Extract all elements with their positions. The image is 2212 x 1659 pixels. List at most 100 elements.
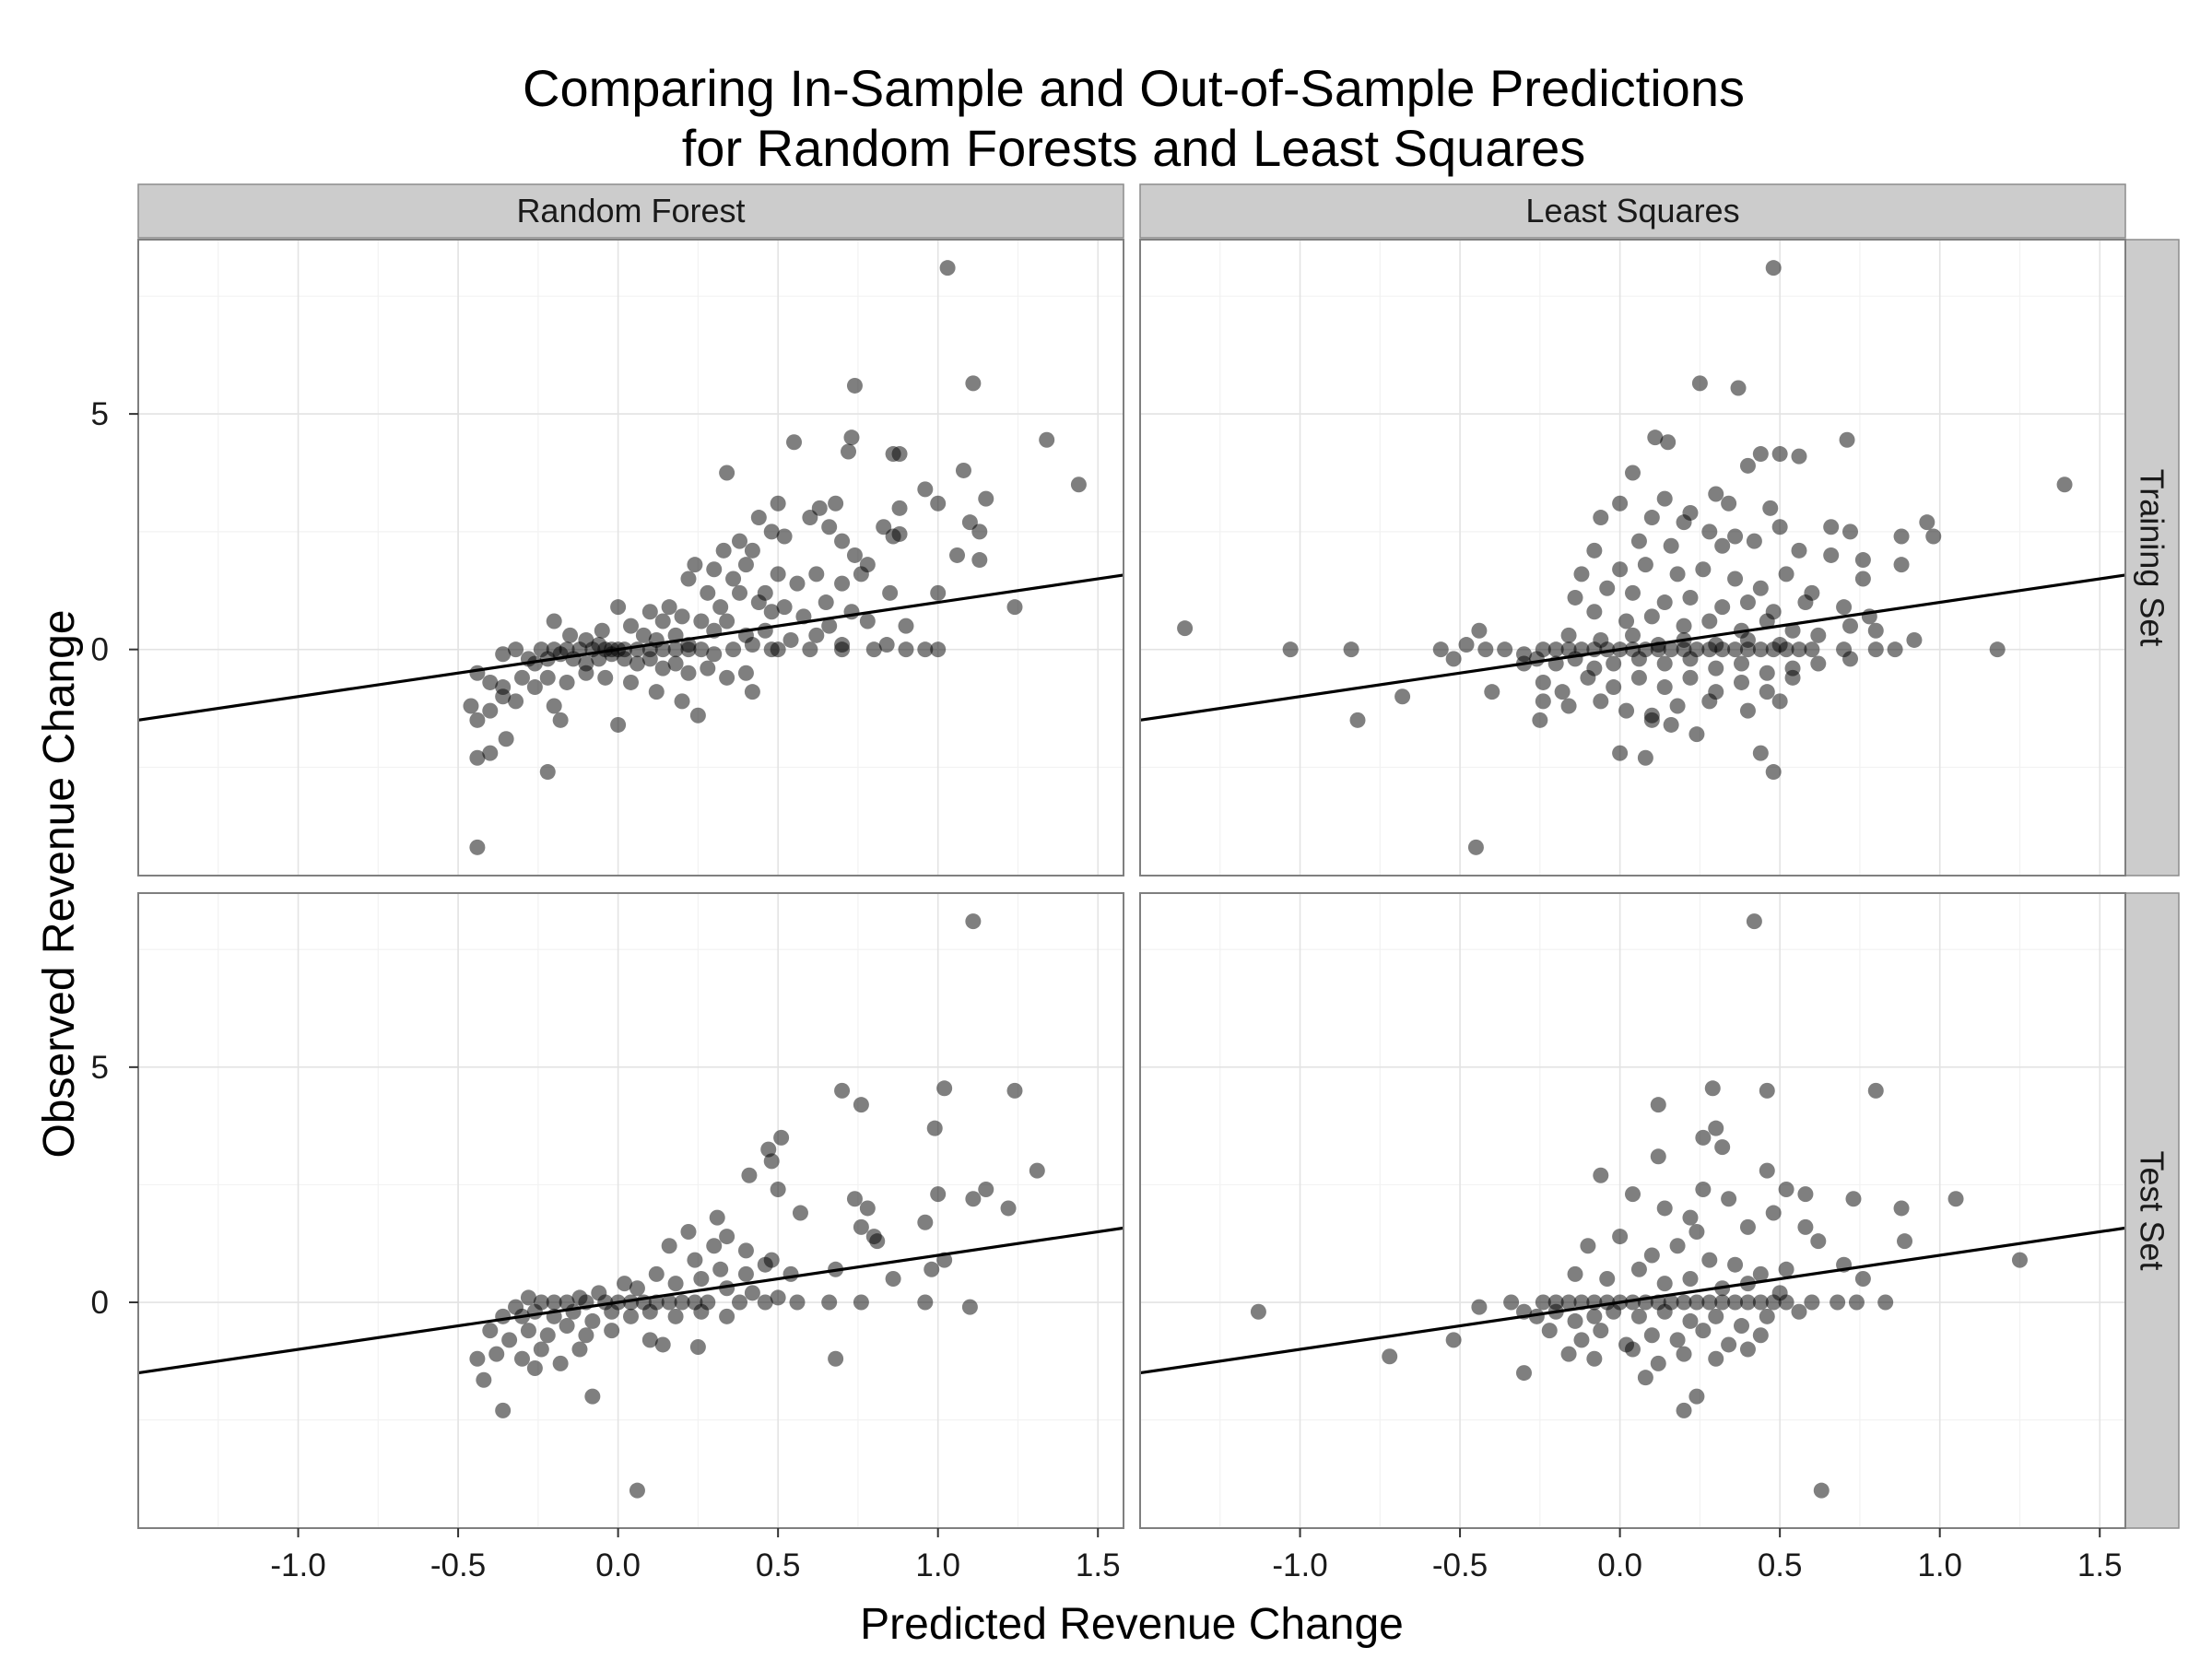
data-point-least-squares-training-set — [1854, 571, 1871, 587]
data-point-least-squares-test-set — [1688, 1388, 1705, 1405]
data-point-random-forest-training-set — [808, 566, 825, 582]
data-point-random-forest-training-set — [482, 674, 499, 690]
data-point-least-squares-training-set — [1547, 641, 1564, 658]
data-point-random-forest-training-set — [617, 651, 633, 667]
data-point-random-forest-training-set — [859, 613, 876, 629]
data-point-random-forest-test-set — [719, 1229, 735, 1245]
data-point-least-squares-training-set — [1612, 561, 1629, 578]
data-point-least-squares-training-set — [1580, 669, 1596, 686]
data-point-least-squares-test-set — [1586, 1350, 1603, 1367]
panel-background — [1140, 893, 2125, 1528]
data-point-random-forest-test-set — [629, 1482, 645, 1499]
chart-title-line-2: for Random Forests and Least Squares — [682, 119, 1586, 177]
data-point-random-forest-training-set — [732, 584, 748, 601]
data-point-random-forest-training-set — [971, 524, 988, 540]
data-point-random-forest-test-set — [712, 1261, 729, 1277]
data-point-least-squares-training-set — [1630, 669, 1647, 686]
data-point-least-squares-training-set — [1765, 641, 1782, 658]
data-point-random-forest-training-set — [635, 627, 652, 643]
data-point-least-squares-training-set — [1752, 580, 1769, 596]
y-axis-training: 05 — [91, 396, 138, 668]
x-axis-least-squares: -1.0 -0.5 0.0 0.5 1.0 1.5 — [1272, 1528, 2123, 1583]
data-point-random-forest-training-set — [469, 665, 486, 681]
data-point-random-forest-training-set — [961, 514, 978, 531]
data-point-random-forest-training-set — [654, 660, 671, 677]
data-point-least-squares-training-set — [1925, 528, 1942, 545]
data-point-random-forest-test-set — [821, 1294, 838, 1311]
data-point-random-forest-test-set — [533, 1341, 549, 1358]
x-tick-label: -1.0 — [270, 1547, 325, 1583]
data-point-least-squares-test-set — [1759, 1082, 1775, 1099]
data-point-least-squares-training-set — [1643, 712, 1660, 728]
data-point-least-squares-test-set — [1560, 1294, 1577, 1311]
data-point-random-forest-test-set — [978, 1182, 994, 1198]
data-point-random-forest-test-set — [584, 1388, 601, 1405]
data-point-least-squares-test-set — [1797, 1218, 1814, 1235]
data-point-least-squares-test-set — [1593, 1323, 1609, 1339]
data-point-least-squares-test-set — [1515, 1365, 1532, 1382]
data-point-least-squares-training-set — [1739, 457, 1756, 474]
data-point-random-forest-test-set — [846, 1191, 863, 1207]
data-point-random-forest-training-set — [469, 839, 486, 855]
data-point-least-squares-training-set — [1497, 641, 1513, 658]
data-point-least-squares-training-set — [1282, 641, 1299, 658]
data-point-least-squares-training-set — [1630, 651, 1647, 667]
panel-border — [137, 239, 1124, 877]
data-point-random-forest-training-set — [876, 519, 892, 535]
x-tick-label: 0.5 — [1758, 1547, 1803, 1583]
row-strip-training-set-box — [2124, 239, 2180, 877]
data-point-least-squares-training-set — [1682, 669, 1699, 686]
chart-title-line-1: Comparing In-Sample and Out-of-Sample Pr… — [523, 59, 1745, 117]
data-point-random-forest-test-set — [526, 1303, 543, 1320]
data-point-random-forest-training-set — [539, 764, 556, 781]
data-point-least-squares-test-set — [1656, 1276, 1673, 1292]
x-tick-label: -1.0 — [1272, 1547, 1327, 1583]
data-point-least-squares-training-set — [1714, 599, 1731, 616]
data-point-least-squares-test-set — [1567, 1265, 1583, 1282]
data-point-random-forest-training-set — [737, 665, 754, 681]
data-point-random-forest-training-set — [757, 622, 773, 639]
data-point-least-squares-test-set — [1759, 1308, 1775, 1324]
data-point-least-squares-training-set — [1839, 431, 1855, 448]
data-point-random-forest-test-set — [495, 1308, 512, 1324]
data-point-least-squares-test-set — [1612, 1229, 1629, 1245]
data-point-least-squares-test-set — [1734, 1318, 1750, 1335]
data-point-least-squares-test-set — [1695, 1323, 1712, 1339]
data-point-least-squares-test-set — [1682, 1209, 1699, 1226]
data-point-random-forest-training-set — [700, 660, 716, 677]
data-point-least-squares-training-set — [1660, 434, 1677, 451]
data-point-random-forest-training-set — [654, 613, 671, 629]
data-point-least-squares-test-set — [1854, 1271, 1871, 1288]
data-point-random-forest-training-set — [853, 566, 869, 582]
data-point-random-forest-training-set — [898, 618, 914, 634]
data-point-random-forest-test-set — [709, 1209, 725, 1226]
data-point-least-squares-training-set — [1349, 712, 1366, 728]
data-point-least-squares-training-set — [1535, 693, 1551, 710]
data-point-random-forest-test-set — [559, 1318, 575, 1335]
data-point-random-forest-training-set — [654, 641, 671, 658]
data-point-least-squares-training-set — [1625, 584, 1641, 601]
data-point-least-squares-training-set — [1445, 651, 1462, 667]
data-point-least-squares-training-set — [1810, 655, 1827, 672]
data-point-random-forest-training-set — [750, 594, 767, 611]
data-point-least-squares-test-set — [1688, 1223, 1705, 1240]
data-point-random-forest-training-set — [725, 641, 742, 658]
data-point-random-forest-training-set — [744, 637, 760, 653]
chart-title: Comparing In-Sample and Out-of-Sample Pr… — [523, 59, 1745, 177]
data-point-random-forest-training-set — [846, 377, 863, 394]
data-point-random-forest-training-set — [610, 716, 627, 733]
data-point-least-squares-test-set — [1250, 1303, 1266, 1320]
x-axis-random-forest: -1.0 -0.5 0.0 0.5 1.0 1.5 — [270, 1528, 1121, 1583]
panel-random-forest-training — [137, 239, 1124, 877]
data-point-random-forest-training-set — [802, 641, 818, 658]
data-point-random-forest-training-set — [482, 702, 499, 719]
data-point-random-forest-training-set — [828, 495, 844, 512]
data-point-random-forest-test-set — [520, 1289, 536, 1306]
data-point-least-squares-test-set — [1778, 1182, 1794, 1198]
panel-random-forest-test — [137, 892, 1124, 1529]
data-point-random-forest-test-set — [782, 1265, 799, 1282]
data-point-least-squares-training-set — [1560, 627, 1577, 643]
data-point-least-squares-training-set — [1771, 519, 1788, 535]
data-point-random-forest-test-set — [476, 1371, 492, 1388]
